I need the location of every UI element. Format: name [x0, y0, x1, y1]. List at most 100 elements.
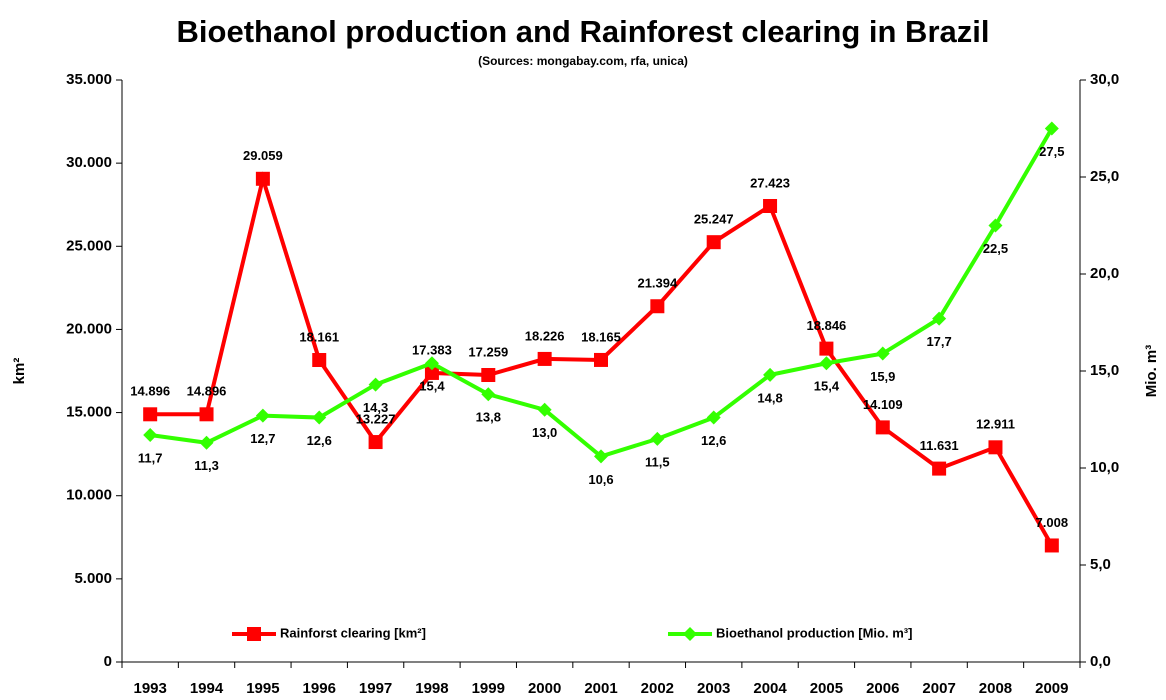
data-label: 18.165 — [581, 329, 621, 344]
marker — [143, 428, 158, 443]
marker — [932, 461, 947, 476]
x-tick-label: 1998 — [415, 680, 448, 697]
marker — [247, 627, 261, 641]
y2-tick-label: 30,0 — [1090, 71, 1119, 88]
x-tick-label: 2004 — [753, 680, 787, 697]
marker — [1044, 121, 1059, 136]
x-tick-label: 2002 — [641, 680, 674, 697]
marker — [481, 387, 496, 402]
y2-tick-label: 0,0 — [1090, 653, 1111, 670]
chart-title: Bioethanol production and Rainforest cle… — [177, 14, 990, 49]
x-tick-label: 2000 — [528, 680, 561, 697]
data-label: 13.227 — [356, 411, 396, 426]
data-label: 29.059 — [243, 148, 283, 163]
data-label: 15,4 — [419, 379, 445, 394]
data-label: 10,6 — [588, 472, 613, 487]
data-label: 15,4 — [814, 379, 840, 394]
x-tick-label: 2006 — [866, 680, 899, 697]
y2-tick-label: 25,0 — [1090, 168, 1119, 185]
marker — [932, 311, 947, 326]
data-label: 22,5 — [983, 241, 1008, 256]
legend-label: Rainforst clearing [km²] — [280, 625, 426, 640]
data-label: 17.259 — [468, 344, 508, 359]
legend-label: Bioethanol production [Mio. m³] — [716, 625, 912, 640]
data-label: 12,6 — [307, 433, 332, 448]
y2-tick-label: 15,0 — [1090, 362, 1119, 379]
marker — [312, 353, 327, 368]
marker — [312, 410, 327, 425]
data-label: 14.109 — [863, 397, 903, 412]
marker — [650, 299, 665, 314]
marker — [255, 171, 270, 186]
data-label: 27,5 — [1039, 144, 1064, 159]
marker — [988, 218, 1003, 233]
marker — [875, 420, 890, 435]
data-label: 18.846 — [807, 318, 847, 333]
data-label: 17,7 — [926, 334, 951, 349]
data-label: 11.631 — [920, 438, 959, 453]
marker — [481, 368, 496, 383]
y2-tick-label: 5,0 — [1090, 556, 1111, 573]
marker — [763, 198, 778, 213]
marker — [706, 410, 721, 425]
x-tick-label: 1997 — [359, 680, 392, 697]
marker — [819, 341, 834, 356]
y-tick-label: 20.000 — [66, 320, 112, 337]
x-tick-label: 1994 — [190, 680, 224, 697]
x-tick-label: 2007 — [922, 680, 955, 697]
x-tick-label: 2008 — [979, 680, 1012, 697]
marker — [537, 402, 552, 417]
y-axis-label: km² — [11, 358, 28, 385]
data-label: 12,6 — [701, 433, 726, 448]
marker — [875, 346, 890, 361]
data-label: 13,8 — [476, 410, 501, 425]
x-tick-label: 2009 — [1035, 680, 1068, 697]
x-tick-label: 1995 — [246, 680, 279, 697]
x-tick-label: 2001 — [584, 680, 617, 697]
marker — [424, 356, 439, 371]
x-tick-label: 2005 — [810, 680, 843, 697]
data-label: 11,7 — [138, 450, 163, 465]
data-label: 12.911 — [976, 417, 1015, 432]
marker — [819, 356, 834, 371]
data-label: 14.896 — [187, 384, 227, 399]
y-tick-label: 5.000 — [74, 570, 112, 587]
marker — [594, 449, 608, 464]
data-label: 14,8 — [757, 390, 782, 405]
y-tick-label: 10.000 — [66, 487, 112, 504]
data-label: 27.423 — [750, 175, 790, 190]
data-label: 11,5 — [645, 454, 670, 469]
data-label: 7.008 — [1036, 515, 1069, 530]
x-tick-label: 2003 — [697, 680, 730, 697]
marker — [424, 365, 439, 380]
y2-axis-label: Mio. m³ — [1143, 345, 1160, 398]
data-label: 18.161 — [299, 329, 339, 344]
marker — [988, 440, 1003, 455]
marker — [1044, 538, 1059, 553]
data-label: 12,7 — [250, 431, 275, 446]
data-label: 14,3 — [363, 400, 388, 415]
marker — [683, 627, 697, 641]
data-label: 14.896 — [130, 384, 170, 399]
marker — [199, 435, 214, 450]
data-label: 21.394 — [637, 276, 678, 291]
y-tick-label: 0 — [104, 653, 112, 670]
x-tick-label: 1999 — [472, 680, 505, 697]
marker — [594, 352, 608, 367]
data-label: 11,3 — [194, 458, 219, 473]
data-label: 18.226 — [525, 328, 565, 343]
data-label: 17.383 — [412, 342, 452, 357]
marker — [706, 235, 721, 250]
y-tick-label: 15.000 — [66, 404, 112, 421]
series-line — [149, 127, 1054, 459]
marker — [650, 431, 665, 446]
marker — [763, 367, 778, 382]
y2-tick-label: 20,0 — [1090, 265, 1119, 282]
marker — [199, 407, 214, 422]
data-label: 25.247 — [694, 212, 734, 227]
y-tick-label: 30.000 — [66, 154, 112, 171]
y2-tick-label: 10,0 — [1090, 459, 1119, 476]
y-tick-label: 35.000 — [66, 71, 112, 88]
y-tick-label: 25.000 — [66, 237, 112, 254]
